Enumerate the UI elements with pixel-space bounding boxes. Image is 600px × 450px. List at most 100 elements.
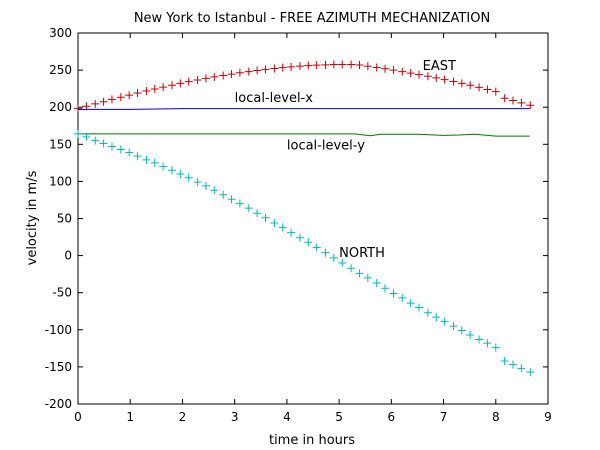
data-point	[176, 169, 185, 178]
data-point	[74, 129, 82, 138]
data-point	[381, 64, 390, 73]
data-point	[355, 61, 364, 70]
y-tick-label: 0	[64, 249, 72, 263]
series-line	[78, 108, 530, 110]
data-point	[287, 228, 296, 237]
data-point	[91, 99, 100, 108]
data-point	[201, 74, 210, 83]
data-point	[372, 63, 381, 72]
y-tick-label: 250	[49, 63, 72, 77]
data-point	[304, 238, 313, 247]
data-point	[261, 65, 270, 74]
data-point	[74, 104, 82, 113]
data-point	[509, 96, 518, 105]
y-tick-label: -50	[52, 286, 72, 300]
data-point	[278, 223, 287, 232]
y-tick-label: 200	[49, 100, 72, 114]
data-point	[193, 76, 202, 85]
data-point	[312, 61, 321, 70]
data-point	[406, 299, 415, 308]
data-point	[261, 213, 270, 222]
plot-area: 0 1 2 3 4 5 6 7 8 9 -200 -150 -100 -50 0 50 100 150 200 25…	[45, 26, 552, 424]
data-point	[176, 79, 185, 88]
chart-title: New York to Istanbul - FREE AZIMUTH MECH…	[134, 11, 490, 26]
data-point	[415, 303, 424, 312]
data-point	[406, 69, 415, 78]
data-point	[363, 273, 372, 282]
series-layer	[74, 60, 535, 377]
x-tick-label: 8	[492, 410, 500, 424]
y-tick-label: 150	[49, 137, 72, 151]
y-tick-label: 50	[57, 212, 72, 226]
series-0	[74, 60, 535, 113]
data-point	[304, 61, 313, 70]
data-point	[500, 356, 509, 365]
x-tick-label: 4	[283, 410, 291, 424]
data-point	[347, 60, 356, 69]
data-point	[125, 91, 134, 100]
data-point	[457, 79, 466, 88]
series-3	[74, 129, 535, 377]
data-point	[219, 71, 228, 80]
data-point	[457, 326, 466, 335]
x-tick-label: 1	[126, 410, 134, 424]
data-point	[389, 66, 398, 75]
data-point	[184, 173, 193, 182]
data-point	[99, 97, 108, 106]
annotation: local-level-x	[235, 91, 314, 106]
data-point	[116, 93, 125, 102]
data-point	[491, 343, 500, 352]
data-point	[184, 77, 193, 86]
data-point	[509, 360, 518, 369]
data-point	[295, 233, 304, 242]
data-point	[107, 95, 116, 104]
data-point	[201, 181, 210, 190]
x-tick-label: 0	[74, 410, 82, 424]
data-point	[244, 67, 253, 76]
data-point	[517, 364, 526, 373]
data-point	[363, 62, 372, 71]
data-point	[423, 72, 432, 81]
data-point	[449, 77, 458, 86]
data-point	[483, 339, 492, 348]
data-point	[440, 317, 449, 326]
series-1	[78, 108, 530, 110]
annotation: EAST	[423, 59, 456, 74]
data-point	[423, 308, 432, 317]
data-point	[227, 70, 236, 79]
series-line	[78, 133, 530, 137]
data-point	[347, 264, 356, 273]
data-point	[329, 60, 338, 69]
data-point	[253, 66, 262, 75]
data-point	[270, 218, 279, 227]
data-point	[150, 85, 159, 94]
data-point	[432, 313, 441, 322]
annotation: local-level-y	[287, 138, 365, 153]
x-axis: 0 1 2 3 4 5 6 7 8 9	[74, 33, 552, 424]
data-point	[398, 293, 407, 302]
data-point	[219, 190, 228, 199]
annotation-layer: EAST local-level-x local-level-y NORTH	[235, 59, 456, 261]
x-tick-label: 7	[440, 410, 448, 424]
data-point	[381, 284, 390, 293]
data-point	[432, 73, 441, 82]
data-point	[159, 162, 168, 171]
data-point	[193, 178, 202, 187]
data-point	[398, 67, 407, 76]
data-point	[159, 83, 168, 92]
data-point	[168, 166, 176, 175]
data-point	[415, 70, 424, 79]
data-point	[312, 243, 321, 252]
x-tick-label: 5	[335, 410, 343, 424]
data-point	[133, 89, 142, 98]
x-tick-label: 9	[544, 410, 552, 424]
data-point	[440, 75, 449, 84]
data-point	[338, 259, 347, 268]
data-point	[168, 81, 176, 90]
data-point	[244, 204, 253, 213]
data-point	[210, 72, 219, 81]
x-axis-label: time in hours	[269, 433, 355, 448]
data-point	[253, 209, 262, 218]
data-point	[287, 62, 296, 71]
